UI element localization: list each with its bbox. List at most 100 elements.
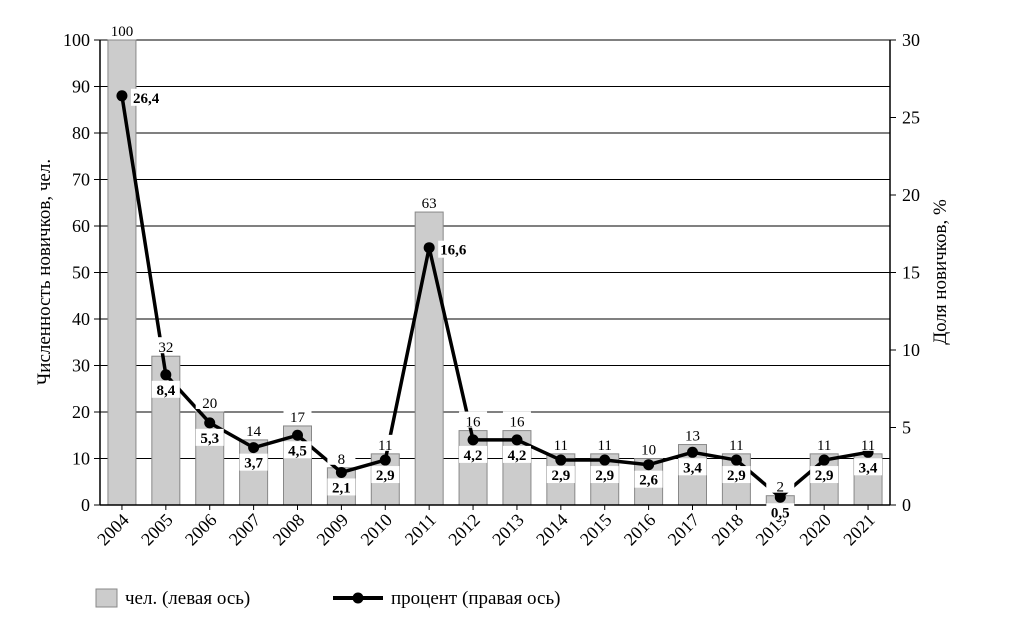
bar-label-bg: [151, 337, 180, 354]
bar-value-label: 11: [729, 438, 743, 454]
y-tick-label: 70: [72, 170, 90, 190]
pct-label-bg: [283, 441, 312, 459]
x-tick-label: 2004: [93, 510, 133, 550]
percent-line: [120, 95, 869, 499]
percent-value-label: 2,9: [551, 468, 570, 484]
pct-label-bg: [766, 503, 795, 521]
percent-point: [467, 434, 479, 446]
bar-value-label: 16: [466, 415, 482, 431]
x-tick-label: 2020: [795, 510, 835, 550]
bar-label-bg: [546, 434, 575, 451]
percent-point: [687, 446, 698, 458]
gridlines: [100, 39, 890, 459]
percent-point: [292, 429, 303, 441]
y2-tick-label: 0: [902, 495, 911, 515]
y2-tick-label: 30: [902, 30, 920, 50]
x-tick-label: 2011: [401, 510, 440, 549]
percent-point: [599, 454, 611, 466]
bar-label-bg: [766, 476, 795, 493]
y-tick-label: 50: [72, 263, 90, 283]
legend-line-marker: [352, 592, 364, 604]
percent-point: [818, 454, 830, 466]
percent-point: [160, 369, 172, 381]
y-tick-label: 30: [72, 356, 90, 376]
x-tick-label: 2009: [313, 510, 353, 550]
bar: [107, 39, 137, 506]
bar-label-bg: [415, 193, 444, 210]
pct-label-bg: [634, 470, 663, 488]
y-tick-label: 60: [72, 216, 90, 236]
bar-label-bg: [854, 434, 883, 451]
x-tick-label: 2005: [137, 510, 177, 550]
bar-label-bg: [327, 448, 356, 465]
x-tick-label: 2016: [620, 510, 660, 550]
percent-point: [335, 466, 347, 478]
percent-point: [511, 434, 523, 446]
y2-axis-label: Доля новичков, %: [930, 199, 951, 345]
x-tick-label: 2007: [225, 510, 265, 550]
bar-label-bg: [195, 393, 224, 409]
bar-label-bg: [678, 425, 707, 442]
percent-value-label: 8,4: [156, 383, 175, 399]
pct-label-bg: [371, 466, 400, 484]
x-tick-label: 2014: [532, 510, 572, 550]
percent-value-label: 4,2: [508, 448, 527, 464]
percent-value-label: 5,3: [200, 431, 219, 447]
bar-value-label: 20: [202, 396, 217, 412]
percent-point: [248, 442, 260, 454]
x-tick-label: 2010: [357, 510, 397, 550]
percent-point: [555, 454, 567, 466]
x-tick-label: 2017: [664, 510, 704, 550]
legend-bar-swatch: [95, 588, 118, 608]
pct-label-bg: [195, 428, 224, 446]
percent-value-label: 3,4: [683, 460, 702, 476]
bar-label-bg: [502, 411, 531, 428]
y-tick-label: 90: [72, 77, 90, 97]
y2-tick-label: 20: [902, 185, 920, 205]
bar-value-label: 8: [338, 452, 346, 468]
pct-label-bg: [502, 445, 531, 463]
percent-point: [423, 242, 435, 254]
pct-label-bg: [810, 466, 839, 484]
data-labels: 100 32 20 14 17 8 11 63 16 16 11 11 10 13 11 2 11 11 26,4 8…: [107, 21, 883, 521]
pct-label-bg: [722, 466, 751, 484]
percent-point: [204, 417, 216, 429]
percent-value-label: 2,6: [639, 473, 658, 489]
bar-label-bg: [283, 406, 312, 423]
y2-tick-label: 5: [902, 418, 911, 438]
bar-label-bg: [722, 434, 751, 451]
bar-value-label: 32: [158, 340, 173, 356]
bar-value-label: 17: [290, 410, 306, 426]
percent-value-label: 2,9: [815, 468, 834, 484]
y2-tick-label: 25: [902, 108, 920, 128]
pct-label-bg: [151, 380, 180, 398]
percent-point: [379, 454, 391, 466]
bar-value-label: 11: [597, 438, 611, 454]
y-tick-label: 0: [81, 495, 90, 515]
y-tick-label: 100: [63, 30, 90, 50]
legend: чел. (левая ось) процент (правая ось): [95, 588, 560, 609]
bar-value-label: 10: [641, 443, 656, 459]
percent-value-label: 2,1: [332, 480, 351, 496]
bar-label-bg: [239, 420, 268, 437]
x-tick-label: 2006: [181, 510, 221, 550]
y-axis-label: Численность новичков, чел.: [34, 159, 55, 385]
percent-value-label: 2,9: [727, 468, 746, 484]
percent-value-label: 2,9: [595, 468, 614, 484]
percent-value-label: 26,4: [133, 91, 160, 107]
percent-value-label: 2,9: [376, 468, 395, 484]
bar-value-label: 100: [111, 24, 134, 40]
pct-label-bg: [438, 240, 467, 258]
percent-value-label: 4,5: [288, 443, 307, 459]
y-tick-label: 10: [72, 449, 90, 469]
bar-label-bg: [107, 21, 136, 37]
percent-point: [730, 454, 742, 466]
bar-label-bg: [590, 434, 619, 451]
bar-label-bg: [459, 411, 488, 428]
pct-label-bg: [327, 478, 356, 496]
bar-value-label: 11: [378, 438, 392, 454]
bar-label-bg: [371, 434, 400, 451]
bar-value-label: 63: [422, 196, 437, 212]
